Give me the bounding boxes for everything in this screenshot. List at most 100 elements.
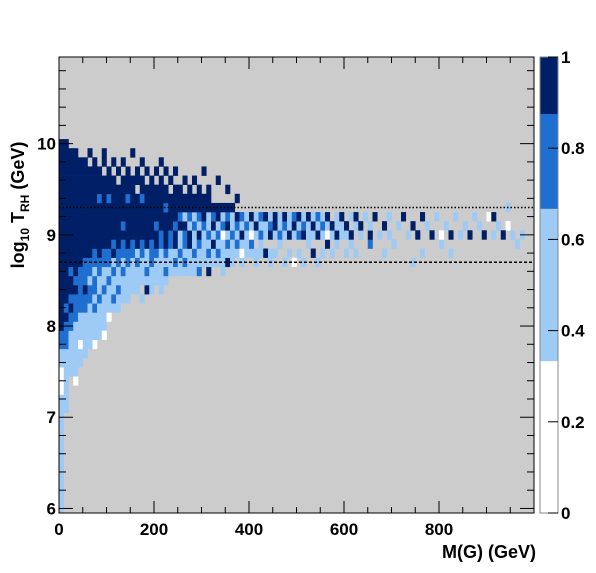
heatmap-cell — [63, 221, 69, 231]
heatmap-cell — [97, 294, 103, 304]
heatmap-cell — [339, 230, 345, 240]
heatmap-cell — [230, 221, 236, 231]
heatmap-cell — [111, 294, 117, 304]
heatmap-cell — [306, 239, 312, 249]
heatmap-cell — [73, 367, 79, 377]
heatmap-cell — [158, 239, 164, 249]
heatmap-cell — [78, 230, 84, 240]
heatmap-cell — [344, 248, 350, 258]
heatmap-cell — [253, 230, 259, 240]
heatmap-cell — [149, 175, 155, 185]
heatmap-cell — [135, 221, 141, 231]
heatmap-cell — [92, 312, 98, 322]
heatmap-cell — [130, 266, 136, 277]
heatmap-cell — [310, 230, 316, 240]
heatmap-cell — [149, 212, 155, 222]
heatmap-cell — [434, 212, 440, 222]
heatmap-cell — [92, 175, 98, 185]
heatmap-cell — [78, 339, 84, 350]
heatmap-cell — [253, 221, 259, 231]
heatmap-cell — [239, 221, 245, 231]
heatmap-cell — [116, 248, 122, 258]
heatmap-cell — [154, 166, 160, 176]
heatmap-cell — [87, 239, 93, 249]
heatmap-cell — [296, 230, 302, 240]
heatmap-cell — [244, 221, 250, 231]
heatmap-cell — [63, 339, 69, 350]
heatmap-cell — [220, 221, 226, 231]
heatmap-cell — [234, 221, 240, 231]
heatmap-cell — [301, 257, 307, 268]
heatmap-cell — [101, 303, 107, 313]
heatmap-cell — [306, 221, 312, 231]
heatmap-cell — [315, 221, 321, 231]
heatmap-cell — [206, 266, 212, 277]
heatmap-cell — [135, 175, 141, 185]
heatmap-cell — [116, 184, 122, 195]
heatmap-cell — [63, 367, 69, 377]
heatmap-cell — [59, 148, 65, 158]
heatmap-cell — [87, 184, 93, 195]
heatmap-cell — [116, 221, 122, 231]
heatmap-cell — [249, 221, 255, 231]
heatmap-cell — [78, 294, 84, 304]
y-tick-label: 7 — [47, 408, 56, 427]
heatmap-cell — [111, 275, 117, 286]
heatmap-cell — [101, 202, 107, 213]
heatmap-cell — [192, 230, 198, 240]
heatmap-cell — [244, 230, 250, 240]
heatmap-cell — [125, 184, 131, 195]
heatmap-cell — [443, 221, 449, 231]
heatmap-cell — [149, 275, 155, 286]
heatmap-cell — [82, 312, 88, 322]
heatmap-cell — [106, 221, 112, 231]
colorbar-segment — [540, 361, 558, 513]
heatmap-cell — [225, 239, 231, 249]
heatmap-cell — [120, 193, 126, 204]
heatmap-cell — [68, 175, 74, 185]
heatmap-cell — [211, 221, 217, 231]
heatmap-cell — [101, 193, 107, 204]
heatmap-cell — [73, 212, 79, 222]
heatmap-cell — [277, 239, 283, 249]
heatmap-cell — [87, 321, 93, 331]
heatmap-cell — [130, 148, 136, 158]
heatmap-cell — [196, 221, 202, 231]
heatmap-cell — [97, 321, 103, 331]
heatmap-cell — [249, 212, 255, 222]
colorbar-tick-label: 1 — [561, 48, 570, 67]
heatmap-cell — [135, 266, 141, 277]
heatmap-cell — [87, 303, 93, 313]
heatmap-cell — [458, 230, 464, 240]
heatmap-cell — [163, 266, 169, 277]
heatmap-cell — [111, 230, 117, 240]
heatmap-cell — [287, 230, 293, 240]
heatmap-cell — [68, 285, 74, 295]
heatmap-cell — [187, 193, 193, 204]
heatmap-cell — [106, 248, 112, 258]
heatmap-cell — [215, 221, 221, 231]
y-axis-title-suffix: (GeV) — [8, 142, 28, 195]
heatmap-cell — [97, 285, 103, 295]
heatmap-cell — [258, 239, 264, 249]
heatmap-cell — [163, 230, 169, 240]
heatmap-cell — [78, 157, 84, 167]
heatmap-cell — [139, 294, 145, 304]
heatmap-cell — [239, 257, 245, 268]
heatmap-cell — [111, 257, 117, 268]
heatmap-cell — [325, 221, 331, 231]
heatmap-cell — [168, 202, 174, 213]
heatmap-cell — [287, 221, 293, 231]
heatmap-cell — [163, 202, 169, 213]
heatmap-cell — [68, 367, 74, 377]
heatmap-cell — [377, 230, 383, 240]
heatmap-cell — [144, 184, 150, 195]
heatmap-cell — [329, 248, 335, 258]
heatmap-cell — [125, 275, 131, 286]
heatmap-cell — [144, 257, 150, 268]
heatmap-cell — [215, 212, 221, 222]
heatmap-cell — [87, 148, 93, 158]
heatmap-cell — [429, 230, 435, 240]
heatmap-cell — [211, 212, 217, 222]
heatmap-cell — [116, 257, 122, 268]
